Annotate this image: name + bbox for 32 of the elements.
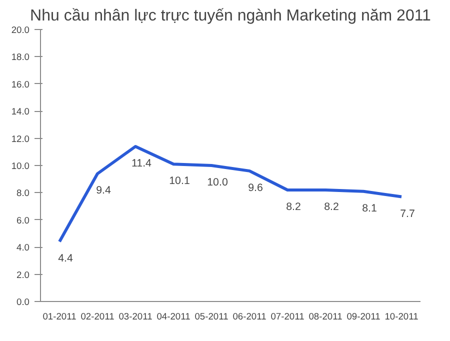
text: 8.2 — [286, 200, 301, 213]
y-tick-label: 6.0 — [16, 215, 30, 226]
x-tick-label: 09-2011 — [346, 312, 380, 322]
text: 9.6 — [248, 182, 263, 194]
x-tick-label: 06-2011 — [232, 312, 266, 322]
text: 9.4 — [96, 184, 111, 197]
y-tick-label: 20.0 — [11, 25, 30, 35]
x-tick-label: 02-2011 — [80, 312, 114, 322]
x-tick-label: 07-2011 — [270, 312, 304, 322]
x-tick-label: 10-2011 — [384, 312, 418, 322]
y-tick-label: 14.0 — [11, 106, 30, 117]
text: 11.4 — [132, 157, 152, 170]
y-tick-label: 0.0 — [16, 297, 30, 307]
text: 10.0 — [207, 176, 228, 188]
x-tick-label: 01-2011 — [42, 312, 76, 322]
text: 8.2 — [324, 200, 339, 213]
y-tick-label: 12.0 — [11, 134, 30, 144]
text: 4.4 — [58, 252, 73, 265]
text: 7.7 — [400, 208, 415, 220]
y-tick-label: 8.0 — [16, 188, 30, 198]
x-tick-label: 08-2011 — [308, 312, 342, 322]
chart-title: Nhu cầu nhân lực trực tuyến ngành Marketing năm 2011 — [30, 8, 432, 24]
y-tick-label: 4.0 — [16, 242, 30, 253]
x-tick-label: 04-2011 — [156, 312, 190, 322]
x-tick-label: 03-2011 — [118, 312, 152, 322]
text: 10.1 — [169, 175, 190, 188]
y-tick-label: 16.0 — [11, 79, 30, 90]
y-tick-label: 18.0 — [11, 52, 30, 62]
text: 8.1 — [362, 202, 377, 214]
y-tick-label: 10.0 — [11, 161, 30, 171]
x-tick-label: 05-2011 — [194, 312, 228, 322]
y-tick-label: 2.0 — [16, 270, 30, 280]
